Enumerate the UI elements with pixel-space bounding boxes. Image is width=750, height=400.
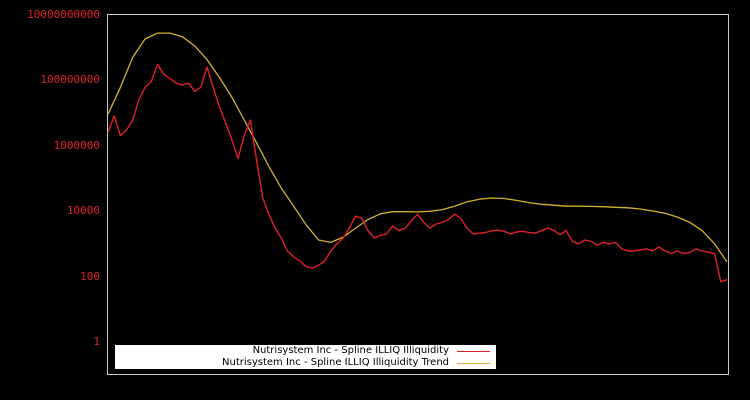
- chart-legend: Nutrisystem Inc - Spline ILLIQ Illiquidi…: [115, 345, 496, 369]
- y-tick-label: 1000000: [53, 139, 100, 152]
- y-tick-label: 1: [93, 335, 100, 348]
- y-tick-label: 10000000000: [27, 8, 100, 21]
- y-tick-label: 100000000: [40, 73, 100, 86]
- plot-frame: [107, 14, 729, 375]
- legend-label: Nutrisystem Inc - Spline ILLIQ Illiquidi…: [222, 357, 449, 368]
- legend-item-trend: Nutrisystem Inc - Spline ILLIQ Illiquidi…: [222, 357, 496, 369]
- y-tick-label: 10000: [66, 204, 100, 217]
- legend-label: Nutrisystem Inc - Spline ILLIQ Illiquidi…: [252, 345, 449, 356]
- legend-swatch-gold: [457, 362, 490, 364]
- legend-item-illiquidity: Nutrisystem Inc - Spline ILLIQ Illiquidi…: [253, 345, 496, 357]
- series-layer: [107, 32, 728, 283]
- legend-swatch-red: [457, 350, 490, 352]
- y-tick-label: 100: [80, 270, 100, 283]
- illiquidity-trend-line: [107, 32, 728, 263]
- illiquidity-line: [107, 63, 728, 283]
